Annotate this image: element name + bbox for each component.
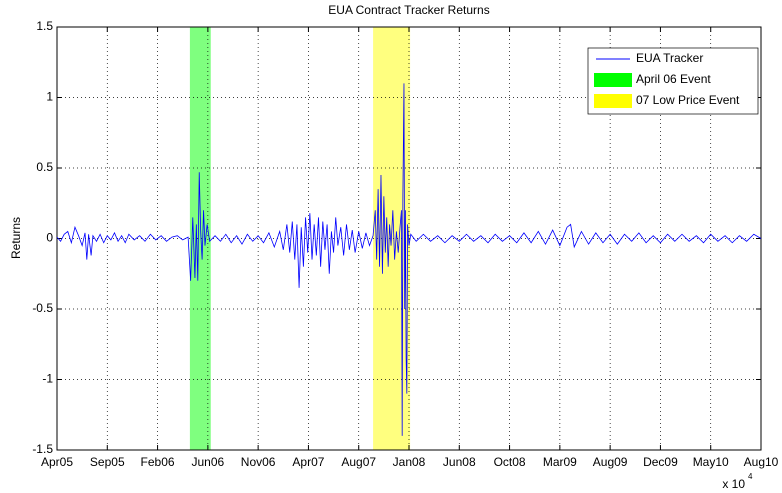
x-tick-label: Jan08 [393, 455, 426, 469]
y-axis-label: Returns [9, 217, 23, 259]
y-tick-label: 0.5 [36, 160, 53, 174]
x-tick-label: Aug07 [341, 455, 376, 469]
x-tick-label: Aug10 [744, 455, 779, 469]
data-line [56, 83, 762, 436]
x-tick-label: Apr07 [292, 455, 324, 469]
legend-swatch [594, 73, 632, 87]
x-tick-label: Oct08 [494, 455, 526, 469]
y-tick-label: -1.5 [32, 442, 53, 456]
y-tick-label: 1.5 [36, 19, 53, 33]
x-tick-label: Sep05 [90, 455, 125, 469]
event-band [189, 27, 211, 450]
y-tick-label: 1 [46, 90, 53, 104]
legend-label: 07 Low Price Event [636, 93, 740, 107]
x-tick-label: Nov06 [241, 455, 276, 469]
x-tick-label: Feb06 [141, 455, 175, 469]
chart-title: EUA Contract Tracker Returns [328, 3, 489, 17]
x-tick-label: Dec09 [643, 455, 678, 469]
x-tick-label: Jun06 [192, 455, 225, 469]
x-tick-label: Mar09 [543, 455, 577, 469]
legend-swatch [594, 94, 632, 108]
x-multiplier-exponent: 4 [748, 472, 753, 481]
y-tick-label: -0.5 [32, 301, 53, 315]
legend-label: April 06 Event [636, 72, 711, 86]
y-tick-label: -1 [42, 372, 53, 386]
x-tick-label: Apr05 [41, 455, 73, 469]
x-tick-label: May10 [693, 455, 729, 469]
x-tick-label: Aug09 [593, 455, 628, 469]
y-tick-label: 0 [46, 231, 53, 245]
x-multiplier: x 10 [722, 477, 745, 491]
legend-label: EUA Tracker [636, 51, 703, 65]
x-tick-label: Jun08 [443, 455, 476, 469]
